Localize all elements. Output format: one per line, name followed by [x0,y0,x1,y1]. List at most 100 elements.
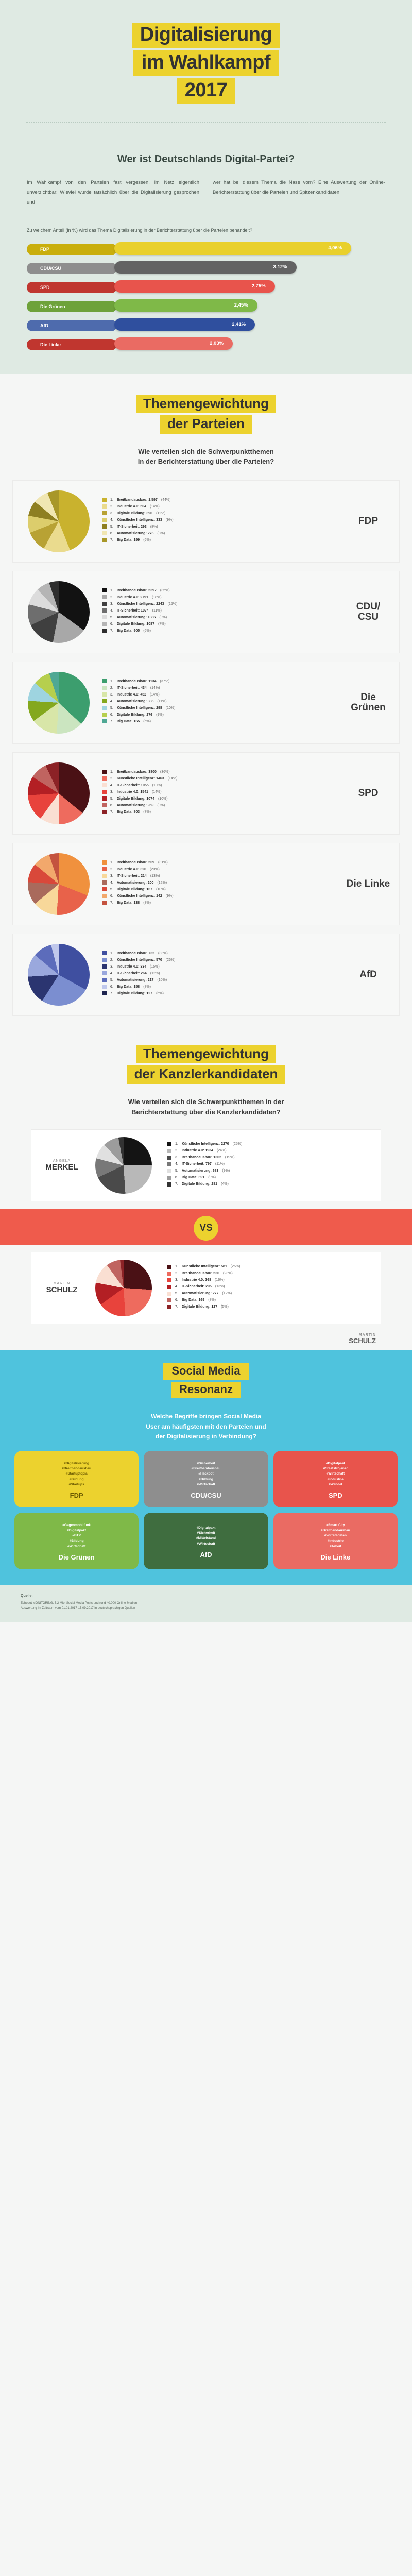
legend-percent: (13%) [215,1285,225,1289]
legend-percent: (8%) [143,901,151,905]
legend-percent: (14%) [167,776,178,781]
legend-item: 1. Breitbandausbau: 1.597 (44%) [102,498,339,502]
legend-label: Breitbandausbau: 732 [116,951,154,955]
legend-item: 6. Big Data: 691 (9%) [167,1175,368,1180]
legend-number: 1. [110,679,113,683]
legend-percent: (20%) [150,867,160,871]
legend-item: 3. IT-Sicherheit: 214 (13%) [102,874,339,878]
legend-percent: (37%) [160,679,170,683]
legend-item: 7. Digitale Bildung: 281 (4%) [167,1182,368,1187]
legend-number: 7. [175,1182,178,1187]
pie-container [20,762,97,824]
candidate-last-name: MERKEL [45,1162,78,1172]
legend-number: 6. [110,985,113,989]
legend-label: Künstliche Intelligenz: 570 [116,958,162,962]
schulz-last-name: SCHULZ [349,1337,376,1345]
legend-percent: (15%) [150,964,160,969]
candidates-subquestion-2: Berichterstattung über die Kanzlerkandid… [131,1108,281,1116]
legend-percent: (9%) [157,803,165,807]
footer-line-2: Auswertung im Zeitraum vom 01.01.2017-15… [21,1607,135,1611]
social-cloud-party: AfD [200,1550,212,1558]
legend-item: 6. Big Data: 169 (8%) [167,1298,368,1302]
legend-percent: (5%) [143,719,151,723]
legend-label: Breitbandausbau: 1362 [181,1156,221,1160]
pie-legend: 1. Breitbandausbau: 732 (33%) 2. Künstliche … [97,951,345,998]
legend-percent: (25%) [232,1142,243,1146]
legend-item: 4. Automatisierung: 200 (12%) [102,880,339,885]
legend-item: 7. Big Data: 803 (7%) [102,810,339,815]
bar-label: AfD [27,319,117,331]
legend-item: 5. Automatisierung: 683 (9%) [167,1168,368,1173]
legend-number: 2. [110,958,113,962]
party-panel: 1. Breitbandausbau: 509 (31%) 2. Industrie 4… [12,842,400,925]
legend-label: Digitale Bildung: 167 [116,887,153,891]
legend-percent: (14%) [150,686,160,690]
legend-swatch [167,1162,171,1166]
legend-item: 2. Künstliche Intelligenz: 570 (26%) [102,958,339,962]
legend-swatch [167,1175,171,1180]
party-name: CDU/CSU [356,601,381,622]
party-panel: 1. Breitbandausbau: 1.597 (44%) 2. Industrie… [12,480,400,563]
social-media-section: Social Media Resonanz Welche Begriffe br… [0,1350,412,1585]
candidate-first-name: ANGELA [53,1159,71,1163]
legend-label: Digitale Bildung: 396 [116,511,153,515]
pie-chart [28,581,90,643]
legend-label: Digitale Bildung: 1087 [116,622,154,626]
candidate-first-name: MARTIN [53,1281,71,1285]
legend-percent: (9%) [222,1169,230,1173]
social-banner-2: Resonanz [171,1382,241,1399]
legend-label: Industrie 4.0: 326 [116,867,147,871]
legend-item: 6. Automatisierung: 276 (8%) [102,531,339,536]
party-panel: SPD 1. Breitbandausbau: 3800 (36%) 2. Künstli… [12,752,400,835]
legend-percent: (14%) [150,692,160,697]
legend-swatch [167,1168,171,1173]
legend-swatch [102,524,107,529]
footer-heading: Quelle: [21,1594,33,1598]
legend-label: IT-Sicherheit: 264 [116,971,147,975]
legend-percent: (10%) [156,887,166,891]
title-line-1: Digitalisierung [131,23,281,48]
legend-percent: (19%) [225,1156,235,1160]
social-cloud: #Gegenmobilfunk #Digitalpakt #BTP #Bildung #… [14,1512,139,1569]
legend-item: 4. IT-Sicherheit: 1074 (11%) [102,608,339,613]
intro-heading: Wer ist Deutschlands Digital-Partei? [117,153,295,165]
pie-chart [95,1137,152,1194]
legend-number: 5. [110,524,113,529]
legend-label: IT-Sicherheit: 797 [181,1162,212,1166]
social-cloud-party: FDP [70,1491,83,1499]
legend-number: 5. [110,706,113,710]
bar-fill: 4,06% [114,242,352,255]
legend-swatch [167,1278,171,1282]
pie-container [20,490,97,552]
legend-label: IT-Sicherheit: 1074 [116,608,149,613]
legend-number: 6. [110,894,113,898]
legend-number: 6. [110,622,113,626]
pie-chart [28,943,90,1006]
legend-percent: (8%) [208,1298,216,1302]
legend-number: 6. [175,1298,178,1302]
legend-item: 2. IT-Sicherheit: 434 (14%) [102,686,339,690]
parties-banner-1: Themengewichtung [135,394,277,414]
legend-percent: (11%) [152,608,162,613]
legend-percent: (12%) [150,971,160,975]
legend-label: Künstliche Intelligenz: 581 [181,1265,227,1269]
hero-section: Digitalisierung im Wahlkampf 2017 [0,0,412,140]
legend-number: 1. [175,1142,178,1146]
pie-chart [28,671,90,734]
social-cloud: #Sicherheit #Breitbandausbau #Hackbot #Bild… [144,1450,268,1507]
legend-item: 6. Automatisierung: 959 (9%) [102,803,339,808]
legend-item: 1. Breitbandausbau: 1134 (37%) [102,679,339,684]
legend-item: 7. Digitale Bildung: 127 (6%) [102,991,339,996]
legend-swatch [102,719,107,724]
legend-label: Industrie 4.0: 334 [116,964,147,969]
legend-swatch [102,958,107,962]
legend-percent: (5%) [221,1305,229,1309]
intro-paragraph-left: Im Wahlkampf von den Parteien fast verge… [27,179,199,205]
bar-row: Die Grünen 2,45% [27,299,385,313]
legend-number: 4. [110,783,113,787]
pie-chart [95,1260,152,1317]
pie-legend: 1. Breitbandausbau: 1.597 (44%) 2. Industrie… [97,498,345,545]
bar-chart-question: Zu welchem Anteil (in %) wird das Thema … [0,222,412,235]
legend-label: Breitbandausbau: 536 [181,1272,219,1276]
social-question-2: User am häufigsten mit den Parteien und [146,1422,266,1430]
